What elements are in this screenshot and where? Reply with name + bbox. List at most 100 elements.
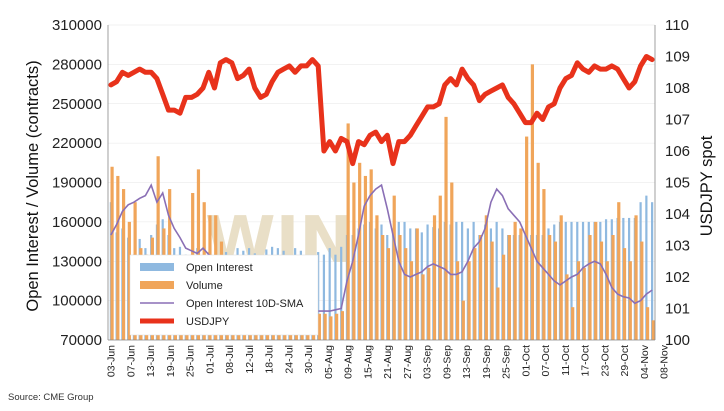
left-tick-label: 220000 [52, 135, 102, 152]
volume-bar-54 [421, 274, 425, 340]
volume-bar-52 [409, 261, 414, 340]
volume-bar-94 [651, 320, 655, 340]
x-tick-label: 01-Jul [204, 345, 216, 374]
right-tick-label: 100 [665, 332, 690, 349]
volume-bar-88 [617, 202, 621, 340]
volume-bar-44 [363, 175, 368, 340]
right-tick-label: 110 [665, 17, 689, 34]
legend-swatch-volume [140, 281, 174, 289]
volume-bar-3 [127, 221, 131, 340]
volume-bar-75 [542, 189, 546, 340]
volume-bar-65 [484, 215, 488, 340]
x-tick-label: 25-Jun [185, 345, 197, 377]
volume-bar-61 [461, 300, 465, 340]
legend-label-volume: Volume [186, 280, 223, 292]
volume-bar-70 [513, 221, 517, 340]
volume-bar-2 [121, 189, 126, 340]
volume-bar-91 [634, 215, 638, 340]
right-axis-ticks: 110 109 108 107 106 105 104 103 102 101 100 [665, 17, 690, 349]
volume-bar-0 [110, 166, 114, 340]
x-tick-label: 19-Sep [481, 345, 493, 379]
right-tick-label: 102 [665, 269, 690, 286]
left-axis-title: Open Interest / Volume (contracts) [24, 60, 42, 311]
volume-bar-71 [519, 228, 523, 340]
x-tick-label: 09-Aug [343, 345, 355, 379]
x-tick-label: 27-Aug [402, 345, 414, 379]
x-tick-label: 29-Oct [619, 345, 631, 377]
volume-bar-56 [432, 215, 437, 340]
volume-bar-85 [599, 241, 604, 340]
volume-bar-43 [358, 162, 362, 340]
right-tick-label: 107 [665, 112, 690, 129]
open-interest-bar-61 [461, 221, 464, 340]
left-tick-label: 70000 [60, 332, 102, 349]
volume-bar-38 [329, 316, 333, 340]
legend-swatch-open-interest [140, 263, 174, 271]
open-interest-bar-93 [645, 195, 648, 340]
left-tick-label: 160000 [52, 214, 102, 231]
open-interest-bar-67 [495, 221, 498, 340]
volume-bar-73 [530, 64, 535, 340]
volume-bar-45 [369, 169, 373, 340]
right-tick-label: 103 [665, 238, 690, 255]
x-tick-label: 08-Jul [224, 345, 236, 374]
volume-bar-47 [381, 235, 385, 340]
volume-bar-50 [398, 235, 402, 340]
volume-bar-77 [553, 241, 558, 340]
oi-sma-series [110, 183, 653, 312]
x-tick-label: 04-Nov [639, 344, 651, 379]
x-tick-label: 25-Sep [501, 345, 513, 379]
left-axis-ticks: 310000 280000 250000 220000 190000 160000 1300… [52, 17, 102, 349]
x-tick-label: 07-Jun [125, 345, 137, 377]
x-tick-label: 09-Sep [441, 345, 453, 379]
left-tick-label: 190000 [52, 175, 102, 192]
open-interest-bar-37 [322, 254, 326, 340]
left-tick-label: 280000 [52, 56, 102, 73]
left-tick-label: 100000 [52, 293, 102, 310]
left-tick-label: 310000 [52, 17, 102, 34]
volume-bar-93 [645, 307, 650, 340]
volume-bar-40 [340, 311, 344, 340]
x-tick-label: 01-Oct [520, 345, 532, 377]
x-tick-label: 03-Jun [106, 345, 118, 377]
source-note: Source: CME Group [8, 392, 94, 403]
volume-bar-37 [323, 313, 327, 340]
right-tick-label: 104 [665, 206, 690, 223]
x-tick-label: 13-Jun [145, 345, 157, 377]
volume-bar-36 [317, 313, 321, 340]
open-interest-sma-line [110, 183, 653, 312]
volume-bar-46 [375, 215, 379, 340]
open-interest-bar-94 [651, 202, 654, 340]
volume-bar-55 [427, 267, 431, 340]
axes [107, 25, 656, 341]
volume-bar-82 [582, 267, 586, 340]
x-axis-ticks: 03-Jun 07-Jun 13-Jun 19-Jun 25-Jun 01-Jul 08-J… [106, 344, 671, 379]
volume-bar-78 [559, 215, 563, 340]
open-interest-bar-39 [334, 254, 337, 340]
volume-bar-66 [490, 241, 494, 340]
volume-bar-84 [594, 221, 598, 340]
volume-bar-41 [346, 123, 350, 340]
legend-label-oi-sma: Open Interest 10D-SMA [186, 298, 304, 310]
x-tick-label: 03-Sep [422, 345, 434, 379]
right-tick-label: 106 [665, 143, 690, 160]
volume-bar-48 [386, 248, 391, 340]
volume-bar-59 [450, 182, 454, 340]
legend: Open Interest Volume Open Interest 10D-S… [129, 254, 319, 336]
x-tick-label: 05-Aug [323, 345, 335, 379]
right-tick-label: 109 [665, 49, 690, 66]
x-tick-label: 13-Sep [461, 345, 473, 379]
volume-bar-62 [467, 261, 471, 340]
volume-bar-39 [335, 313, 339, 340]
x-tick-label: 21-Aug [382, 345, 394, 379]
right-tick-label: 108 [665, 80, 690, 97]
x-tick-label: 24-Jul [283, 345, 295, 374]
volume-bar-53 [415, 228, 419, 340]
legend-label-open-interest: Open Interest [186, 262, 253, 274]
volume-bar-64 [478, 235, 483, 340]
right-axis-title: USDJPY spot [698, 135, 716, 236]
volume-bar-8 [156, 156, 160, 340]
volume-bar-63 [473, 248, 477, 340]
x-tick-label: 12-Jul [244, 345, 256, 374]
volume-bar-49 [392, 195, 396, 340]
